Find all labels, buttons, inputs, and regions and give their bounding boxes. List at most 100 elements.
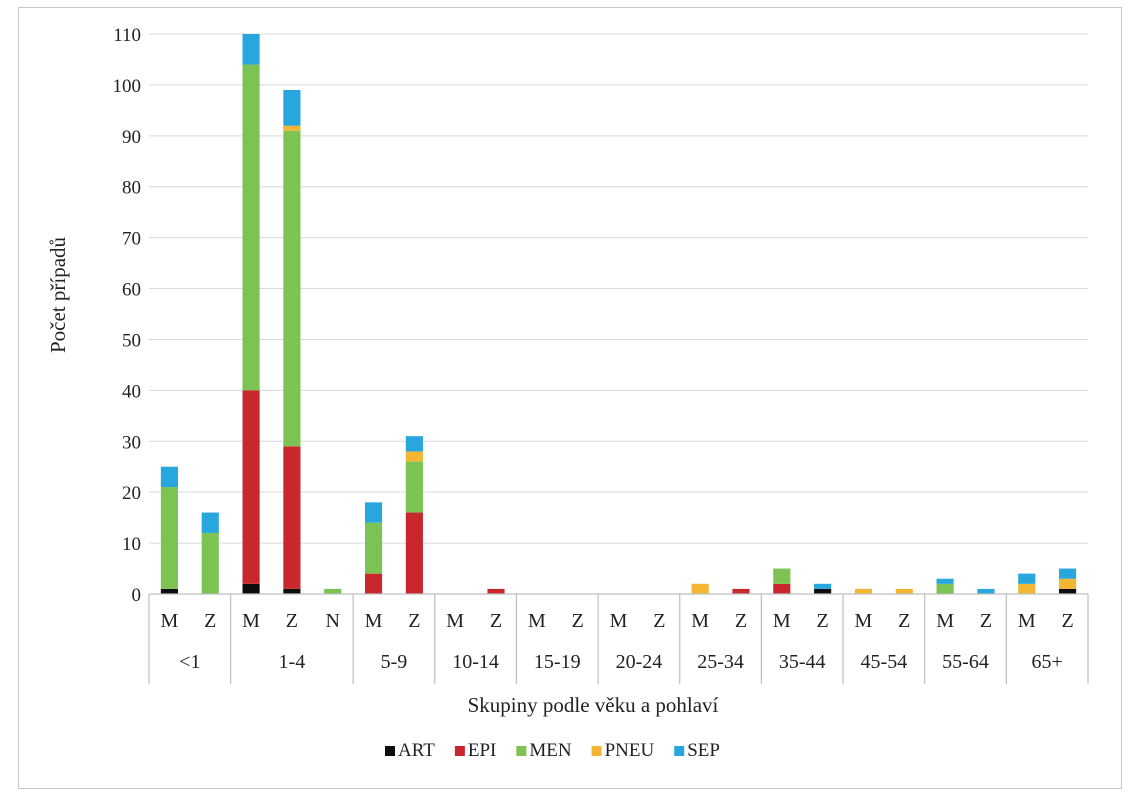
bar-segment-men — [405, 461, 423, 513]
bar-segment-sep — [1059, 568, 1077, 579]
x-sex-label: M — [691, 610, 709, 632]
x-group-label: 1-4 — [279, 651, 306, 673]
x-sex-label: N — [325, 610, 339, 632]
x-sex-label: Z — [817, 610, 829, 632]
y-axis-title: Počet případů — [46, 236, 70, 353]
legend-swatch-epi — [454, 746, 465, 756]
bar-segment-sep — [242, 34, 260, 65]
bar-segment-epi — [732, 588, 750, 594]
bar-segment-men — [242, 64, 260, 391]
y-tick-label: 0 — [132, 585, 142, 606]
legend-swatch-sep — [674, 746, 685, 756]
y-tick-label: 30 — [122, 432, 141, 453]
y-tick-label: 60 — [122, 280, 141, 301]
bar-segment-pneu — [895, 588, 913, 594]
legend-label-epi: EPI — [468, 740, 497, 761]
legend-swatch-men — [516, 746, 527, 756]
legend-label-pneu: PNEU — [605, 740, 655, 761]
x-axis-title: Skupiny podle věku a pohlaví — [468, 693, 719, 717]
x-sex-label: M — [773, 610, 791, 632]
bar-segment-sep — [814, 583, 832, 589]
x-sex-label: Z — [490, 610, 502, 632]
bar-segment-men — [324, 588, 342, 594]
bar-segment-men — [160, 487, 178, 589]
stacked-bar-chart: 0 10 20 30 40 50 60 70 80 90 100 110 M Z M Z N M Z M Z M Z M Z M… — [46, 25, 1089, 761]
bar-segment-epi — [364, 573, 383, 594]
x-sex-label: M — [1018, 610, 1036, 632]
x-sex-label: Z — [735, 610, 747, 632]
bar-segment-art — [160, 588, 178, 594]
bar-segment-sep — [405, 436, 423, 452]
y-tick-label: 20 — [122, 483, 141, 504]
bar-segment-pneu — [405, 451, 423, 462]
x-group-label: 10-14 — [452, 651, 499, 673]
bar-segment-art — [1059, 588, 1077, 594]
x-sex-label: M — [242, 610, 260, 632]
y-tick-label: 50 — [122, 330, 141, 351]
bar-segment-men — [773, 568, 791, 584]
bar-segment-sep — [1018, 573, 1036, 584]
bar-segment-men — [364, 522, 383, 574]
bar-segment-sep — [201, 512, 219, 533]
bar-segment-men — [201, 532, 219, 594]
x-group-label: 35-44 — [779, 651, 826, 673]
bar-segment-art — [242, 583, 260, 594]
gridlines — [149, 33, 1088, 544]
legend-label-men: MEN — [529, 740, 572, 761]
x-group-label: 55-64 — [942, 651, 989, 673]
bar-segment-epi — [773, 583, 791, 594]
bar-segment-sep — [936, 578, 954, 584]
x-sex-label: Z — [898, 610, 910, 632]
x-sex-label: Z — [204, 610, 216, 632]
bar-segment-epi — [487, 588, 505, 594]
x-sex-label: Z — [980, 610, 992, 632]
bar-segment-men — [283, 130, 301, 447]
y-tick-label: 40 — [122, 381, 141, 402]
x-sex-label: Z — [286, 610, 298, 632]
y-tick-label: 80 — [122, 178, 141, 199]
bar-segment-pneu — [854, 588, 873, 594]
bar-segment-art — [283, 588, 301, 594]
x-sex-label: Z — [1061, 610, 1073, 632]
x-sex-label: Z — [572, 610, 584, 632]
x-sex-label: M — [528, 610, 546, 632]
x-group-label: 25-34 — [697, 651, 744, 673]
bar-segment-sep — [364, 502, 383, 523]
bar-segment-epi — [283, 446, 301, 589]
bar-segment-men — [936, 583, 954, 594]
x-sex-label: M — [161, 610, 179, 632]
y-tick-label: 70 — [122, 229, 141, 250]
x-sex-label: Z — [653, 610, 665, 632]
legend: ART EPI MEN PNEU SEP — [385, 740, 720, 761]
y-tick-label: 10 — [122, 534, 141, 555]
x-group-label: 45-54 — [861, 651, 908, 673]
y-tick-label: 100 — [113, 76, 142, 97]
legend-swatch-art — [385, 746, 395, 756]
x-sex-label: M — [936, 610, 954, 632]
x-group-label: 15-19 — [534, 651, 581, 673]
x-group-label: 65+ — [1032, 651, 1063, 673]
x-sex-label: M — [855, 610, 873, 632]
bars — [160, 34, 1077, 594]
x-group-label: 20-24 — [616, 651, 663, 673]
x-sex-label: Z — [408, 610, 420, 632]
chart-frame: 0 10 20 30 40 50 60 70 80 90 100 110 M Z M Z N M Z M Z M Z M Z M… — [18, 7, 1122, 789]
y-tick-label: 90 — [122, 127, 141, 148]
bar-segment-sep — [160, 466, 178, 488]
bar-segment-sep — [977, 588, 995, 594]
bar-segment-art — [814, 588, 832, 594]
x-sex-label: M — [365, 610, 383, 632]
bar-segment-pneu — [691, 583, 709, 594]
y-tick-labels: 0 10 20 30 40 50 60 70 80 90 100 110 — [113, 25, 142, 606]
legend-label-sep: SEP — [687, 740, 720, 761]
bar-segment-pneu — [283, 125, 301, 131]
legend-swatch-pneu — [591, 746, 602, 756]
legend-label-art: ART — [398, 740, 435, 761]
bar-segment-pneu — [1059, 578, 1077, 589]
axes — [148, 593, 1089, 684]
x-group-label: 5-9 — [381, 651, 408, 673]
bar-segment-pneu — [1018, 583, 1036, 594]
x-sex-label: M — [610, 610, 628, 632]
bar-segment-sep — [283, 90, 301, 126]
x-category-labels: M Z M Z N M Z M Z M Z M Z M Z M Z M Z M Z M Z<1 1-4 5-9 10-14 15-1… — [161, 610, 1074, 673]
